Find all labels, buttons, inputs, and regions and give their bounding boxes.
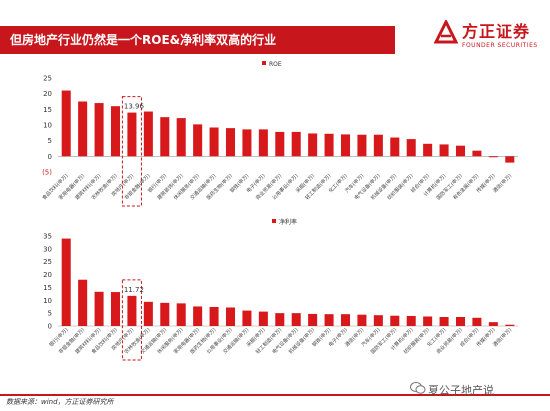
bar — [275, 131, 285, 157]
bar — [291, 313, 301, 326]
bar — [455, 317, 466, 326]
logo-name-cn: 方正证券 — [462, 22, 531, 41]
bar — [258, 311, 268, 326]
source-note: 数据来源：wind，方正证券研究所 — [6, 398, 114, 406]
highlight-box — [121, 96, 142, 207]
bar — [127, 295, 137, 326]
bar — [110, 106, 121, 157]
legend-label: 净利率 — [279, 218, 297, 226]
highlight-value-label: 13.96 — [124, 103, 145, 111]
legend-swatch — [272, 219, 276, 223]
bar — [291, 131, 301, 157]
bar — [423, 143, 433, 157]
bar — [242, 129, 252, 157]
bar — [472, 317, 482, 326]
bar — [423, 316, 433, 326]
page-title: 但房地产行业仍然是一个ROE&净利率双高的行业 — [10, 33, 277, 47]
bar — [373, 134, 383, 157]
y-tick-label: 15 — [43, 106, 52, 114]
bar — [390, 137, 400, 157]
bar — [488, 322, 498, 326]
bar — [193, 306, 203, 326]
bar — [127, 112, 137, 157]
bar — [439, 317, 449, 326]
y-tick-label: 30 — [43, 245, 52, 253]
bar — [505, 156, 515, 163]
bar — [160, 302, 170, 326]
y-tick-label: 20 — [43, 271, 52, 279]
watermark-text: 夏公子地产说 — [428, 384, 494, 397]
bar — [225, 128, 236, 157]
bar — [110, 292, 121, 326]
y-tick-label: 25 — [43, 75, 52, 83]
bar — [176, 303, 186, 326]
bar — [209, 127, 219, 157]
bar — [78, 101, 88, 157]
bar — [61, 90, 71, 157]
y-tick-label: 35 — [43, 233, 52, 241]
bar — [176, 118, 186, 157]
bar — [472, 150, 482, 157]
bar — [340, 314, 351, 326]
y-tick-label: 10 — [43, 122, 52, 130]
bar — [406, 139, 416, 157]
bar — [406, 315, 416, 326]
founder-logo-icon — [434, 20, 458, 44]
bar — [308, 133, 318, 157]
y-tick-label: 0 — [48, 323, 52, 331]
bar — [439, 144, 449, 157]
bar — [143, 301, 153, 326]
bar — [143, 111, 153, 157]
bar — [275, 313, 285, 326]
bar — [455, 145, 466, 157]
bar — [340, 134, 351, 157]
legend-label: ROE — [269, 61, 282, 68]
wechat-icon — [410, 382, 426, 394]
bar — [373, 315, 383, 326]
y-tick-label: 25 — [43, 258, 52, 266]
bar — [324, 314, 334, 326]
highlight-value-label: 11.72 — [124, 286, 144, 294]
bar — [242, 310, 252, 326]
bar — [390, 315, 400, 326]
bar — [357, 314, 367, 326]
bar — [209, 306, 219, 326]
bar — [357, 134, 367, 157]
y-tick-label: (5) — [42, 169, 52, 177]
y-tick-label: 10 — [43, 297, 52, 305]
bar — [488, 156, 498, 158]
footer-divider — [0, 394, 550, 396]
y-tick-label: 15 — [43, 284, 52, 292]
bar — [225, 307, 236, 326]
bar — [78, 279, 88, 326]
bar — [505, 324, 515, 326]
y-tick-label: 5 — [48, 137, 52, 145]
bar — [61, 238, 71, 326]
title-bar: 但房地产行业仍然是一个ROE&净利率双高的行业 — [0, 26, 395, 54]
legend-swatch — [262, 61, 266, 65]
bar — [324, 133, 334, 157]
bar — [308, 313, 318, 326]
logo-name-en: FOUNDER SECURITIES — [462, 42, 538, 49]
bar — [160, 117, 170, 157]
bar — [94, 291, 104, 326]
y-tick-label: 20 — [43, 90, 52, 98]
bar — [193, 124, 203, 157]
founder-logo: 方正证券 FOUNDER SECURITIES — [432, 18, 542, 58]
bar — [258, 129, 268, 157]
y-tick-label: 5 — [48, 310, 52, 318]
bar — [94, 103, 104, 157]
y-tick-label: 0 — [48, 153, 52, 161]
